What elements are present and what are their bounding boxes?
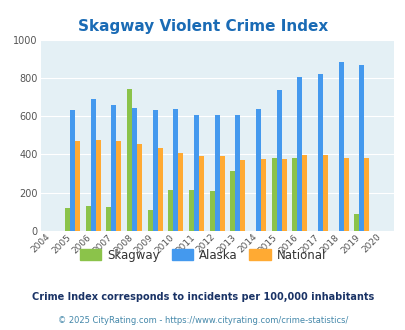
Text: Skagway Violent Crime Index: Skagway Violent Crime Index [78, 19, 327, 34]
Bar [296, 77, 302, 231]
Bar [198, 155, 203, 231]
Bar [152, 111, 157, 231]
Bar [363, 158, 368, 231]
Bar [338, 62, 343, 231]
Bar [354, 214, 358, 231]
Bar [317, 74, 322, 231]
Bar [137, 144, 142, 231]
Bar [75, 142, 80, 231]
Bar [127, 89, 132, 231]
Bar [281, 159, 286, 231]
Bar [116, 142, 121, 231]
Bar [189, 190, 194, 231]
Bar [230, 171, 235, 231]
Bar [302, 155, 307, 231]
Bar [106, 207, 111, 231]
Bar [219, 156, 224, 231]
Bar [260, 159, 265, 231]
Text: Crime Index corresponds to incidents per 100,000 inhabitants: Crime Index corresponds to incidents per… [32, 292, 373, 302]
Bar [132, 108, 137, 231]
Bar [168, 190, 173, 231]
Bar [292, 158, 296, 231]
Bar [276, 90, 281, 231]
Bar [173, 110, 178, 231]
Bar [85, 206, 91, 231]
Bar [96, 141, 100, 231]
Bar [256, 110, 260, 231]
Bar [157, 148, 162, 231]
Bar [147, 210, 152, 231]
Bar [214, 115, 219, 231]
Bar [70, 111, 75, 231]
Bar [271, 158, 276, 231]
Bar [111, 105, 116, 231]
Bar [322, 155, 327, 231]
Bar [343, 158, 348, 231]
Bar [194, 115, 198, 231]
Bar [240, 160, 245, 231]
Bar [65, 208, 70, 231]
Bar [91, 99, 96, 231]
Legend: Skagway, Alaska, National: Skagway, Alaska, National [75, 244, 330, 266]
Text: © 2025 CityRating.com - https://www.cityrating.com/crime-statistics/: © 2025 CityRating.com - https://www.city… [58, 316, 347, 325]
Bar [235, 115, 240, 231]
Bar [358, 65, 363, 231]
Bar [178, 153, 183, 231]
Bar [209, 191, 214, 231]
